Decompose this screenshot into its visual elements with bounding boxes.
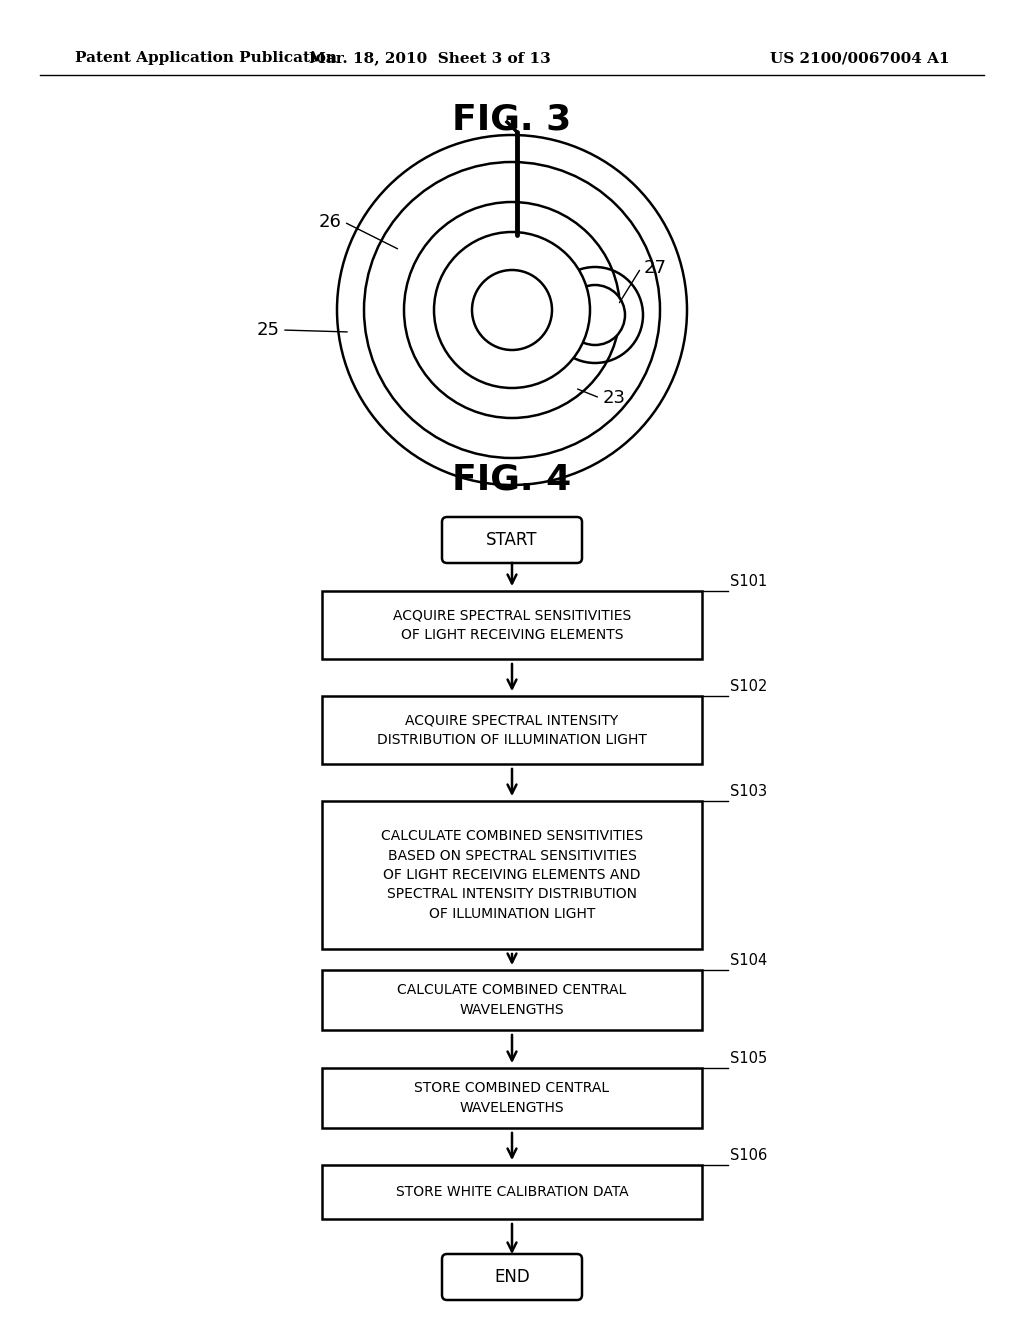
Text: END: END xyxy=(495,1269,529,1286)
Bar xyxy=(322,970,702,1030)
Text: START: START xyxy=(486,531,538,549)
Text: FIG. 4: FIG. 4 xyxy=(453,463,571,498)
Bar xyxy=(322,801,702,949)
Text: US 2100/0067004 A1: US 2100/0067004 A1 xyxy=(770,51,950,65)
Text: FIG. 3: FIG. 3 xyxy=(453,103,571,137)
Bar xyxy=(322,696,702,764)
Text: ACQUIRE SPECTRAL SENSITIVITIES
OF LIGHT RECEIVING ELEMENTS: ACQUIRE SPECTRAL SENSITIVITIES OF LIGHT … xyxy=(393,609,631,642)
Circle shape xyxy=(547,267,643,363)
Text: ACQUIRE SPECTRAL INTENSITY
DISTRIBUTION OF ILLUMINATION LIGHT: ACQUIRE SPECTRAL INTENSITY DISTRIBUTION … xyxy=(377,713,647,747)
Bar xyxy=(322,591,702,659)
Text: 25: 25 xyxy=(256,321,280,339)
Text: Mar. 18, 2010  Sheet 3 of 13: Mar. 18, 2010 Sheet 3 of 13 xyxy=(309,51,551,65)
Bar xyxy=(322,1166,702,1218)
Circle shape xyxy=(472,271,552,350)
Text: STORE WHITE CALIBRATION DATA: STORE WHITE CALIBRATION DATA xyxy=(395,1185,629,1199)
Circle shape xyxy=(565,285,625,345)
Text: 26: 26 xyxy=(318,213,341,231)
Text: S103: S103 xyxy=(730,784,767,799)
Text: S106: S106 xyxy=(730,1148,767,1163)
Circle shape xyxy=(434,232,590,388)
Text: CALCULATE COMBINED SENSITIVITIES
BASED ON SPECTRAL SENSITIVITIES
OF LIGHT RECEIV: CALCULATE COMBINED SENSITIVITIES BASED O… xyxy=(381,829,643,921)
Text: S101: S101 xyxy=(730,574,767,589)
FancyBboxPatch shape xyxy=(442,1254,582,1300)
Text: S104: S104 xyxy=(730,953,767,968)
Text: S105: S105 xyxy=(730,1051,767,1067)
Text: CALCULATE COMBINED CENTRAL
WAVELENGTHS: CALCULATE COMBINED CENTRAL WAVELENGTHS xyxy=(397,983,627,1016)
Text: STORE COMBINED CENTRAL
WAVELENGTHS: STORE COMBINED CENTRAL WAVELENGTHS xyxy=(415,1081,609,1115)
Text: S102: S102 xyxy=(730,678,767,694)
Text: Patent Application Publication: Patent Application Publication xyxy=(75,51,337,65)
FancyBboxPatch shape xyxy=(442,517,582,564)
Bar xyxy=(322,1068,702,1129)
Text: 23: 23 xyxy=(602,389,626,407)
Text: 27: 27 xyxy=(643,259,667,277)
